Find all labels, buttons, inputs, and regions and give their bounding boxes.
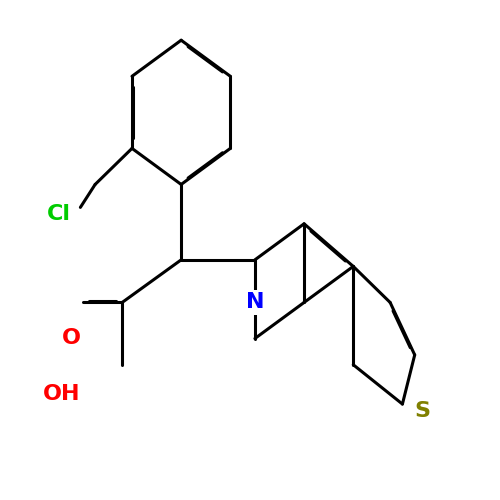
Text: O: O bbox=[62, 328, 80, 348]
Text: N: N bbox=[246, 292, 264, 312]
Text: Cl: Cl bbox=[46, 204, 70, 224]
Text: OH: OH bbox=[43, 384, 80, 404]
Text: S: S bbox=[414, 400, 430, 420]
